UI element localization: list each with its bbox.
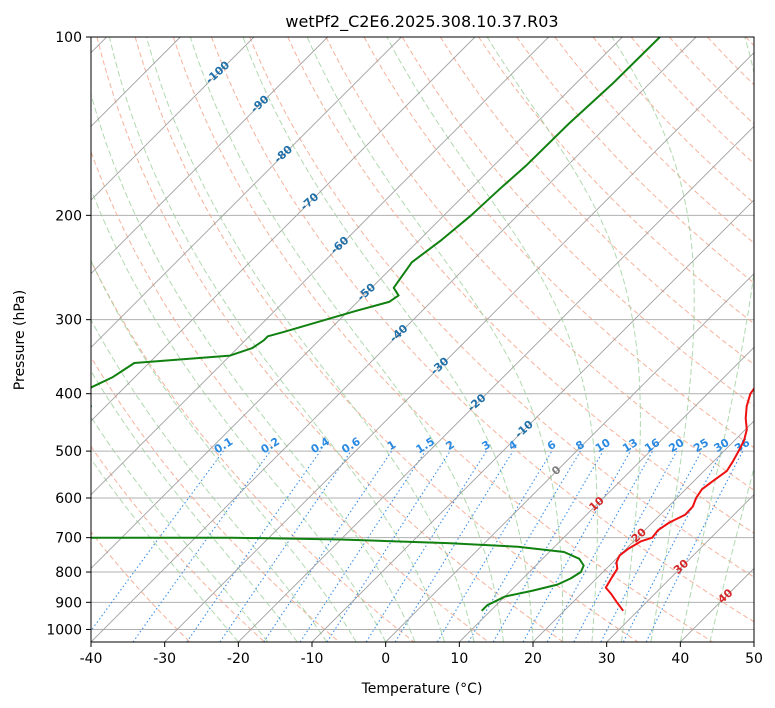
moist-adiabat bbox=[679, 37, 754, 642]
y-axis: 100 200 300 400 500 600 700 800 900 1000 bbox=[46, 30, 91, 638]
moist-adiabat bbox=[486, 37, 641, 642]
mixing-ratio-line bbox=[186, 450, 321, 642]
x-tick-label: 0 bbox=[381, 651, 390, 667]
isotherm-line bbox=[91, 37, 328, 275]
y-tick-label: 100 bbox=[55, 30, 82, 46]
dry-adiabat bbox=[96, 37, 564, 642]
x-tick-label: -10 bbox=[301, 651, 324, 667]
mixing-ratio-line bbox=[132, 450, 271, 642]
y-tick-label: 400 bbox=[55, 387, 82, 403]
plot-frame bbox=[90, 36, 755, 643]
x-tick-label: 50 bbox=[745, 651, 763, 667]
y-tick-label: 900 bbox=[55, 595, 82, 611]
y-axis-title: Pressure (hPa) bbox=[12, 290, 28, 390]
mixing-ratio-line bbox=[91, 450, 224, 632]
dry-adiabat bbox=[401, 37, 754, 407]
mixing-ratio-line bbox=[573, 450, 678, 642]
x-tick-label: 20 bbox=[524, 651, 542, 667]
moist-adiabat bbox=[91, 458, 239, 642]
mixing-ratio-line bbox=[263, 450, 393, 642]
dewpoint-profile bbox=[91, 37, 661, 612]
dry-adiabat bbox=[630, 37, 754, 165]
dry-adiabat bbox=[439, 37, 754, 366]
temperature-profile bbox=[604, 386, 754, 612]
moist-adiabats bbox=[91, 37, 754, 642]
mixing-ratio-line bbox=[645, 450, 744, 642]
moist-adiabat bbox=[306, 37, 564, 642]
sounding-series bbox=[91, 37, 754, 612]
moist-adiabat bbox=[108, 37, 446, 642]
isotherm-line bbox=[91, 37, 476, 422]
y-tick-label: 700 bbox=[55, 531, 82, 547]
isotherm-line bbox=[91, 37, 402, 348]
x-axis-title: Temperature (°C) bbox=[361, 681, 483, 697]
moist-adiabat bbox=[386, 37, 598, 642]
dry-adiabat bbox=[211, 37, 754, 623]
x-tick-label: 10 bbox=[450, 651, 468, 667]
mixing-ratio-line bbox=[522, 450, 631, 642]
isotherm-line bbox=[385, 273, 754, 642]
isotherm-line bbox=[532, 420, 754, 642]
y-tick-label: 1000 bbox=[46, 622, 82, 638]
dry-adiabat bbox=[172, 37, 713, 642]
y-tick-label: 300 bbox=[55, 313, 82, 329]
moist-adiabat bbox=[91, 318, 328, 642]
x-tick-label: -20 bbox=[227, 651, 250, 667]
moist-adiabat bbox=[189, 37, 504, 642]
isotherm-line bbox=[91, 37, 549, 496]
mixing-ratio-line bbox=[326, 450, 451, 642]
x-tick-label: 30 bbox=[598, 651, 616, 667]
chart-title: wetPf2_C2E6.2025.308.10.37.R03 bbox=[285, 12, 558, 32]
isotherm-line bbox=[91, 37, 697, 642]
dry-adiabat bbox=[134, 37, 639, 642]
isotherm-line bbox=[459, 346, 754, 642]
mixing-ratio-line bbox=[546, 450, 654, 642]
moist-adiabat bbox=[91, 415, 269, 642]
moist-adiabat bbox=[91, 259, 357, 642]
dry-adiabat bbox=[91, 356, 340, 642]
dry-adiabat bbox=[554, 37, 754, 244]
mixing-ratio-lines bbox=[91, 450, 744, 642]
dry-adiabat bbox=[325, 37, 754, 491]
moist-adiabat bbox=[91, 92, 416, 642]
isotherm-line bbox=[164, 52, 754, 642]
mixing-ratio-line bbox=[219, 450, 352, 642]
isotherm-line bbox=[606, 494, 754, 642]
y-tick-label: 500 bbox=[55, 444, 82, 460]
dry-adiabat bbox=[91, 445, 265, 642]
x-tick-label: -40 bbox=[80, 651, 103, 667]
dry-adiabat bbox=[287, 37, 754, 534]
dry-adiabat bbox=[249, 37, 754, 578]
y-tick-label: 600 bbox=[55, 491, 82, 507]
dry-adiabats bbox=[91, 37, 754, 642]
moist-adiabat bbox=[611, 37, 695, 642]
x-axis: -40 -30 -20 -10 0 10 20 30 40 50 bbox=[80, 642, 763, 667]
dry-adiabat bbox=[516, 37, 754, 284]
y-tick-label: 800 bbox=[55, 565, 82, 581]
isotherm-line bbox=[91, 37, 255, 201]
isotherm-line bbox=[91, 37, 623, 569]
moist-adiabat bbox=[242, 37, 534, 642]
moist-adiabat bbox=[91, 369, 298, 642]
dry-adiabat bbox=[91, 259, 415, 642]
moist-adiabat bbox=[146, 37, 475, 642]
mixing-ratio-line bbox=[394, 450, 514, 642]
moist-adiabat bbox=[91, 188, 387, 642]
x-tick-label: 40 bbox=[671, 651, 689, 667]
mixing-ratio-line bbox=[299, 450, 426, 642]
y-tick-label: 200 bbox=[55, 208, 82, 224]
isotherm-line bbox=[238, 125, 754, 642]
x-tick-label: -30 bbox=[153, 651, 176, 667]
